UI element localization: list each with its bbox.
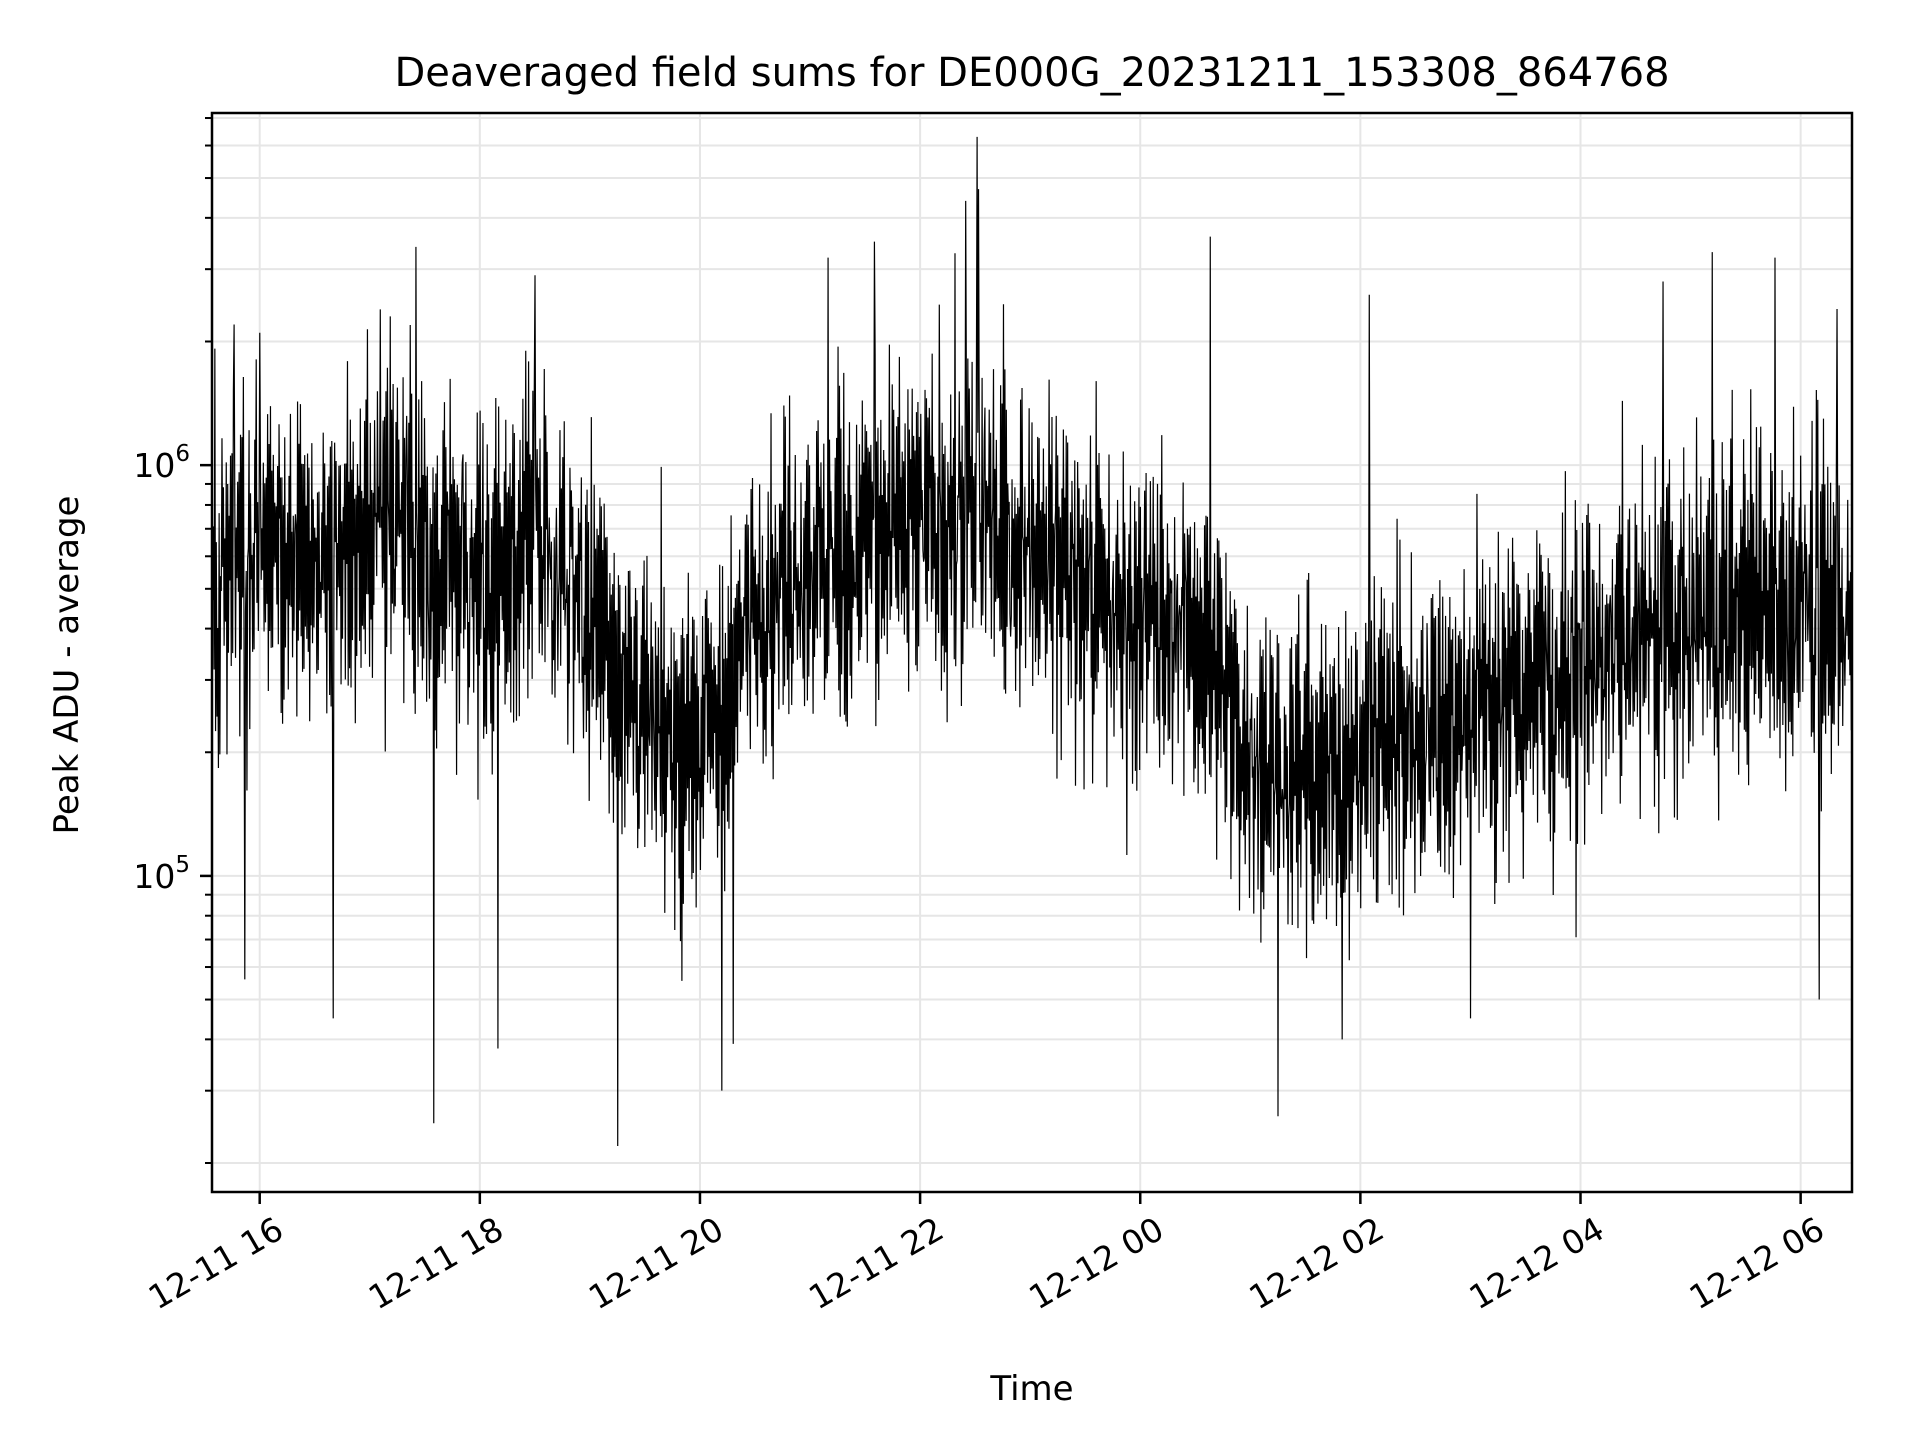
chart-title: Deaveraged field sums for DE000G_2023121… — [394, 50, 1669, 96]
y-tick-exponent: 5 — [175, 852, 190, 878]
y-axis-label: Peak ADU - average — [47, 496, 87, 835]
series-line — [211, 136, 1853, 1147]
series-layer — [211, 136, 1853, 1147]
x-axis-label: Time — [989, 1369, 1073, 1409]
y-tick-exponent: 6 — [175, 441, 190, 467]
plot-frame — [210, 111, 1854, 1194]
